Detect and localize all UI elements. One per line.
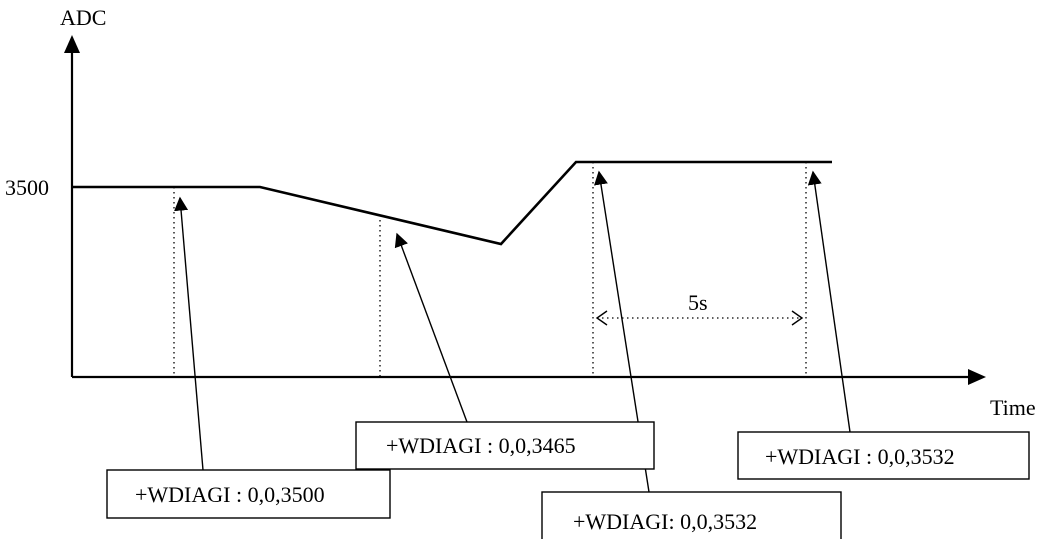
callout-box-1 [106,469,391,519]
pointer-arrow-2 [394,232,468,423]
pointer-arrow-4 [807,170,851,433]
pointer-arrow-1 [174,196,204,471]
y-axis-label: ADC [60,5,106,30]
callout-box-2 [355,421,655,470]
x-axis-label: Time [990,395,1036,420]
y-tick-label: 3500 [5,175,49,200]
y-axis-arrow-icon [64,35,80,53]
callout-box-3 [541,491,842,539]
callout-text-3: +WDIAGI: 0,0,3532 [573,509,757,534]
adc-trace [72,160,832,246]
callout-text-1: +WDIAGI : 0,0,3500 [135,482,325,507]
interval-right-chevron-icon [791,310,804,326]
callout-box-4 [737,431,1030,480]
callout-text-2: +WDIAGI : 0,0,3465 [386,433,576,458]
interval-left-chevron-icon [595,310,608,326]
x-axis-arrow-icon [968,369,986,385]
callout-text-4: +WDIAGI : 0,0,3532 [765,444,955,469]
interval-label: 5s [688,290,708,315]
